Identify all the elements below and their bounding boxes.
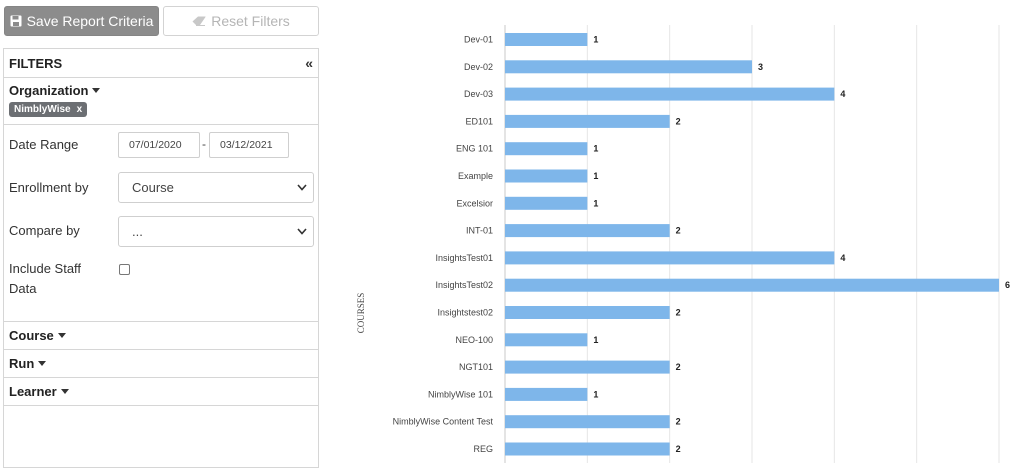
category-label: INT-01 <box>466 226 493 236</box>
chart-bars: Dev-01 1 Dev-02 3 Dev-03 4 ED101 2 ENG 101 1 Examp… <box>393 33 1010 456</box>
bar[interactable] <box>505 333 588 347</box>
run-section[interactable]: Run <box>4 350 318 378</box>
learner-section-title: Learner <box>9 384 69 399</box>
category-label: NGT101 <box>459 362 493 372</box>
y-axis-title: COURSES <box>356 293 366 334</box>
category-label: Dev-02 <box>464 62 493 72</box>
bar-value-label: 1 <box>593 171 598 181</box>
bar[interactable] <box>505 169 588 183</box>
enrollment-by-label: Enrollment by <box>9 180 89 195</box>
category-label: NEO-100 <box>455 335 493 345</box>
caret-down-icon <box>60 389 69 394</box>
include-staff-checkbox[interactable] <box>119 264 130 275</box>
bar-value-label: 6 <box>1005 280 1010 290</box>
bar[interactable] <box>505 114 670 128</box>
run-section-title: Run <box>9 356 47 371</box>
organization-tag-label: NimblyWise <box>14 104 71 115</box>
bar-value-label: 4 <box>840 89 845 99</box>
category-label: InsightsTest02 <box>435 280 493 290</box>
course-section-title: Course <box>9 328 66 343</box>
date-range-label: Date Range <box>9 137 79 152</box>
bar[interactable] <box>505 33 588 46</box>
category-label: InsightsTest01 <box>435 253 493 263</box>
filters-title: FILTERS <box>9 55 63 71</box>
category-label: REG <box>473 444 493 454</box>
category-label: Dev-01 <box>464 35 493 45</box>
category-label: ED101 <box>465 116 493 126</box>
bar[interactable] <box>505 142 588 156</box>
include-staff-label-line2: Data <box>9 281 37 296</box>
bar-value-label: 2 <box>676 226 681 236</box>
include-staff-label: Include Staff <box>9 261 82 276</box>
category-label: ENG 101 <box>456 144 493 154</box>
caret-down-icon <box>38 361 47 366</box>
compare-by-label: Compare by <box>9 223 80 238</box>
save-report-criteria-button[interactable]: Save Report Criteria <box>4 6 159 36</box>
organization-tag: NimblyWise x <box>9 102 88 117</box>
bar[interactable] <box>505 87 835 101</box>
bar-value-label: 1 <box>593 35 598 45</box>
organization-label: Organization <box>9 83 89 98</box>
category-label: NimblyWise 101 <box>428 389 493 399</box>
date-from-input[interactable]: 07/01/2020 <box>118 132 200 158</box>
bar-value-label: 2 <box>676 308 681 318</box>
course-label: Course <box>9 328 54 343</box>
chevron-down-icon <box>297 228 307 235</box>
enrollment-by-select[interactable]: Course <box>118 172 314 203</box>
remove-tag-icon[interactable]: x <box>76 104 83 115</box>
bar[interactable] <box>505 306 670 319</box>
bar-value-label: 2 <box>676 444 681 454</box>
category-label: Insightstest02 <box>437 308 493 318</box>
caret-down-icon <box>92 88 101 93</box>
bar[interactable] <box>505 196 588 210</box>
learner-section[interactable]: Learner <box>4 378 318 406</box>
bar[interactable] <box>505 224 670 238</box>
compare-by-select[interactable]: ... <box>118 216 314 247</box>
floppy-disk-icon <box>10 15 22 27</box>
bar[interactable] <box>505 278 999 292</box>
organization-toggle[interactable]: Organization <box>9 83 313 98</box>
filters-header: FILTERS « <box>4 49 318 78</box>
bar[interactable] <box>505 251 835 265</box>
caret-down-icon <box>57 333 66 338</box>
eraser-icon <box>192 16 206 26</box>
bar-value-label: 4 <box>840 253 845 263</box>
category-label: Excelsior <box>456 198 493 208</box>
bar[interactable] <box>505 60 752 74</box>
chevron-down-icon <box>297 184 307 191</box>
compare-by-value: ... <box>132 224 143 239</box>
bar[interactable] <box>505 387 588 401</box>
date-to-input[interactable]: 03/12/2021 <box>209 132 289 158</box>
category-label: Example <box>458 171 493 181</box>
course-section[interactable]: Course <box>4 322 318 350</box>
run-label: Run <box>9 356 35 371</box>
learner-label: Learner <box>9 384 57 399</box>
bar[interactable] <box>505 442 670 456</box>
bar-value-label: 2 <box>676 417 681 427</box>
save-button-label: Save Report Criteria <box>26 13 154 29</box>
bar-value-label: 2 <box>676 362 681 372</box>
bar-value-label: 1 <box>593 389 598 399</box>
bar[interactable] <box>505 360 670 374</box>
bar-value-label: 1 <box>593 198 598 208</box>
filters-panel: FILTERS « Organization NimblyWise x Date… <box>3 48 319 468</box>
category-label: Dev-03 <box>464 89 493 99</box>
reset-button-label: Reset Filters <box>211 13 290 29</box>
enrollment-by-value: Course <box>132 180 174 195</box>
filter-form: Date Range 07/01/2020 - 03/12/2021 Enrol… <box>4 125 318 322</box>
bar-value-label: 3 <box>758 62 763 72</box>
category-label: NimblyWise Content Test <box>393 417 494 427</box>
organization-section: Organization NimblyWise x <box>4 78 318 125</box>
bar-value-label: 1 <box>593 335 598 345</box>
bar-value-label: 1 <box>593 144 598 154</box>
bar[interactable] <box>505 415 670 429</box>
collapse-panel-icon[interactable]: « <box>305 55 313 71</box>
bar-value-label: 2 <box>676 116 681 126</box>
reset-filters-button[interactable]: Reset Filters <box>163 6 319 36</box>
date-separator: - <box>202 137 206 151</box>
